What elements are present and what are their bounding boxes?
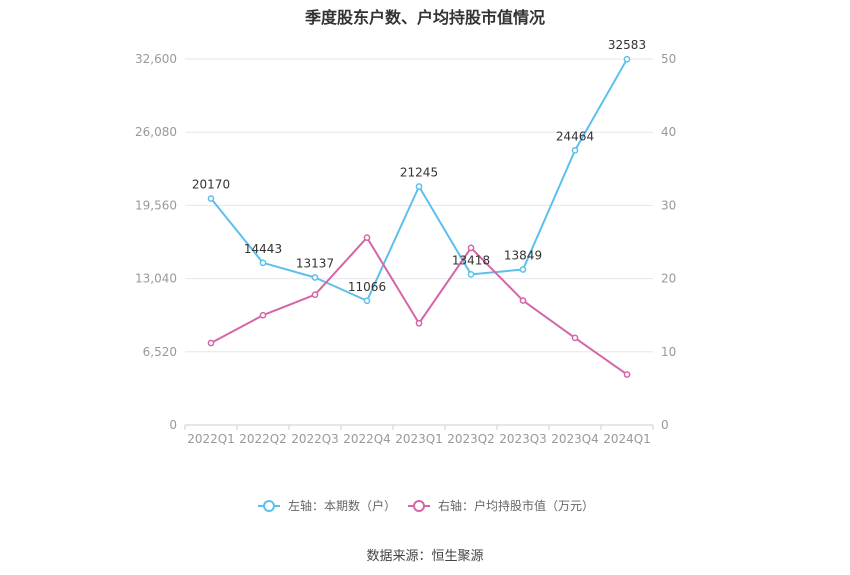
left-axis-tick-label: 19,560 xyxy=(135,198,177,212)
right-series-point[interactable] xyxy=(259,311,267,319)
x-axis-tick-label: 2023Q4 xyxy=(551,432,599,446)
data-label: 32583 xyxy=(608,38,646,52)
data-label: 21245 xyxy=(400,165,438,179)
x-axis-tick-label: 2024Q1 xyxy=(603,432,651,446)
legend-label: 左轴：本期数（户） xyxy=(288,498,396,513)
data-label: 11066 xyxy=(348,280,386,294)
right-series-point[interactable] xyxy=(415,319,423,327)
right-axis: 0 10 20 30 40 50 xyxy=(661,52,676,432)
left-series-point[interactable] xyxy=(311,274,319,281)
legend[interactable]: 左轴：本期数（户） 右轴：户均持股市值（万元） xyxy=(258,498,594,513)
right-axis-tick-label: 0 xyxy=(661,418,669,432)
right-series-point[interactable] xyxy=(519,297,527,304)
x-axis-tick-label: 2022Q1 xyxy=(187,432,235,446)
left-series-point[interactable] xyxy=(363,297,371,305)
x-axis-tick-label: 2022Q3 xyxy=(291,432,339,446)
right-series-point[interactable] xyxy=(207,339,215,347)
left-series-point[interactable] xyxy=(467,271,475,278)
left-axis-tick-label: 13,040 xyxy=(135,272,177,286)
series-line-left xyxy=(210,58,628,302)
data-label: 14443 xyxy=(244,242,282,256)
x-axis-tick-label: 2022Q4 xyxy=(343,432,391,446)
right-axis-tick-label: 20 xyxy=(661,272,676,286)
right-axis-tick-label: 30 xyxy=(661,198,676,212)
right-axis-tick-label: 10 xyxy=(661,345,676,359)
left-axis-tick-label: 32,600 xyxy=(135,52,177,66)
x-axis-tick-label: 2023Q3 xyxy=(499,432,547,446)
right-series-point[interactable] xyxy=(311,291,319,299)
left-series-point[interactable] xyxy=(571,146,579,154)
chart-title: 季度股东户数、户均持股市值情况 xyxy=(304,8,545,27)
legend-label: 右轴：户均持股市值（万元） xyxy=(438,498,594,513)
left-series-point[interactable] xyxy=(207,195,215,202)
right-axis-tick-label: 40 xyxy=(661,125,676,139)
left-axis-tick-label: 26,080 xyxy=(135,125,177,139)
series-layer xyxy=(207,55,631,378)
x-axis: 2022Q1 2022Q2 2022Q3 2022Q4 2023Q1 2023Q2 2023… xyxy=(184,424,654,446)
data-label: 13137 xyxy=(296,257,334,271)
x-axis-tick-label: 2022Q2 xyxy=(239,432,287,446)
legend-item-right[interactable]: 右轴：户均持股市值（万元） xyxy=(408,498,594,513)
right-series-point[interactable] xyxy=(571,334,579,342)
legend-item-left[interactable]: 左轴：本期数（户） xyxy=(258,498,396,513)
data-label: 24464 xyxy=(556,129,594,143)
right-series-point[interactable] xyxy=(467,244,475,252)
legend-circle-marker xyxy=(413,500,425,512)
left-axis-tick-label: 6,520 xyxy=(143,345,177,359)
data-label: 13849 xyxy=(504,249,542,263)
legend-circle-marker xyxy=(263,500,275,512)
data-label: 13418 xyxy=(452,253,490,267)
left-series-point[interactable] xyxy=(415,183,423,190)
series-line-right xyxy=(210,236,628,376)
source-note: 数据来源：恒生聚源 xyxy=(366,549,484,564)
x-axis-tick-label: 2023Q1 xyxy=(395,432,443,446)
data-label: 20170 xyxy=(192,178,230,192)
right-series-point[interactable] xyxy=(623,371,631,378)
right-series-point[interactable] xyxy=(363,234,371,241)
left-series-point[interactable] xyxy=(519,266,527,273)
left-axis: 0 6,520 13,040 19,560 26,080 32,600 xyxy=(135,52,177,432)
right-axis-tick-label: 50 xyxy=(661,52,676,66)
left-series-point[interactable] xyxy=(259,259,267,267)
left-series-point[interactable] xyxy=(623,55,631,63)
x-axis-tick-label: 2023Q2 xyxy=(447,432,495,446)
left-axis-tick-label: 0 xyxy=(169,418,177,432)
data-labels-layer: 20170 14443 13137 11066 21245 13418 13849 24464… xyxy=(192,38,646,294)
